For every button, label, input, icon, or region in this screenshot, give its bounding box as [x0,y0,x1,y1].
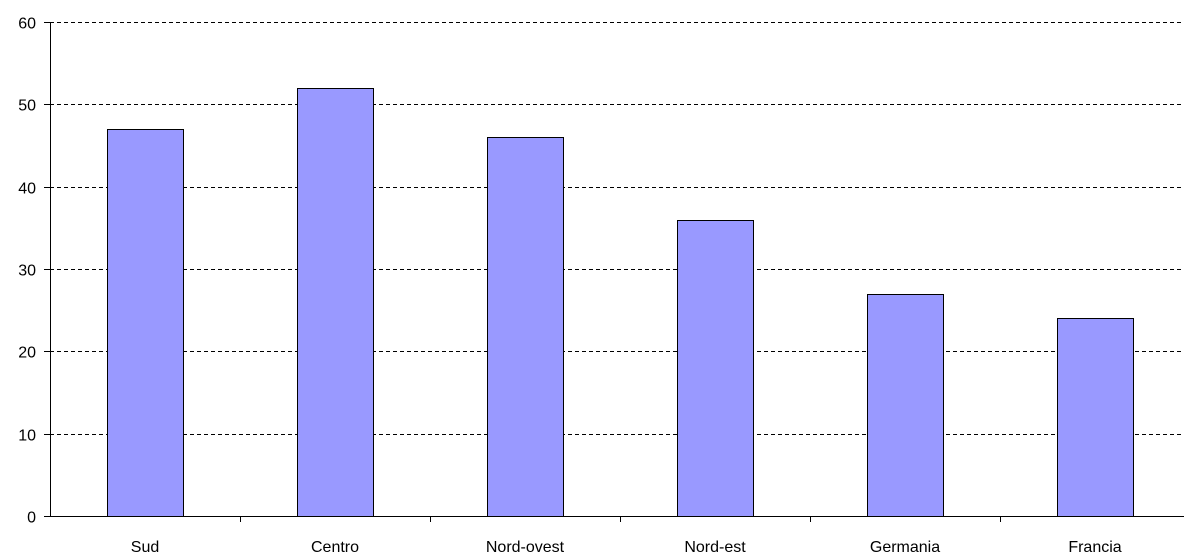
bar-centro [297,88,374,517]
bar-germania [867,294,944,517]
y-tick-label-10: 10 [18,428,36,445]
x-tick-label-francia: Francia [1068,539,1121,556]
y-tick-label-40: 40 [18,181,36,198]
gridlines [50,22,1184,435]
y-tick-label-20: 20 [18,345,36,362]
x-tick-label-nord-ovest: Nord-ovest [486,539,565,556]
bar-nord-ovest [487,137,564,517]
y-tick-label-60: 60 [18,16,36,33]
x-tick-label-centro: Centro [311,539,359,556]
bars [107,88,1134,517]
x-tick-label-germania: Germania [870,539,940,556]
tick-labels: 0 10 20 30 40 50 60 Sud Centro Nord-ovest Nord-est… [18,16,1122,557]
bar-nord-est [677,220,754,517]
y-tick-label-0: 0 [27,510,36,527]
y-tick-label-30: 30 [18,263,36,280]
bar-francia [1057,318,1134,517]
x-tick-label-sud: Sud [131,539,159,556]
y-tick-label-50: 50 [18,98,36,115]
x-tick-label-nord-est: Nord-est [684,539,746,556]
axes [44,22,1184,522]
bar-sud [107,129,184,517]
